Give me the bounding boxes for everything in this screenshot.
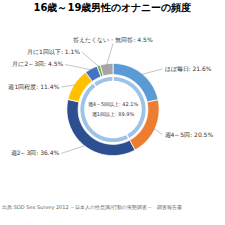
svg-text:月に1回以下: 1.1%: 月に1回以下: 1.1% — [27, 48, 80, 55]
html-text:16歳～19歳男性のオナニーの頻度: 16歳～19歳男性のオナニーの頻度 — [33, 2, 192, 13]
svg-text:週4～5回: 20.5%: 週4～5回: 20.5% — [165, 131, 214, 138]
svg-text:週1回以上: 89.9%: 週1回以上: 89.9% — [92, 111, 135, 117]
svg-text:週4～5回以上: 42.1%: 週4～5回以上: 42.1% — [88, 101, 139, 107]
svg-text:答えたくない・無回答: 4.5%: 答えたくない・無回答: 4.5% — [73, 36, 152, 44]
svg-text:週1回程度: 11.4%: 週1回程度: 11.4% — [8, 83, 59, 90]
svg-text:月に2～3回: 4.5%: 月に2～3回: 4.5% — [12, 60, 63, 67]
svg-text:ほぼ毎日: 21.6%: ほぼ毎日: 21.6% — [165, 65, 212, 72]
html-text:出典:SOD Sex Survey 2012 ～日本人の性意: 出典:SOD Sex Survey 2012 ～日本人の性意識/行動の実態調査～… — [2, 204, 182, 210]
svg-text:週2～3回: 36.4%: 週2～3回: 36.4% — [11, 149, 60, 156]
